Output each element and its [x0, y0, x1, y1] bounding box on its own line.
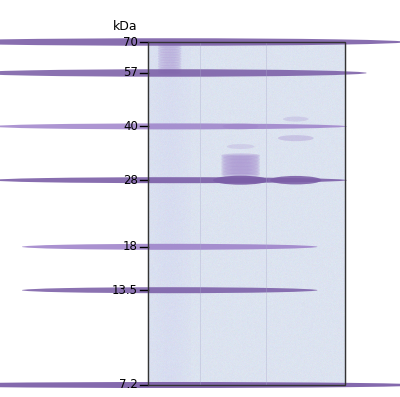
Ellipse shape — [0, 69, 367, 77]
Text: 40: 40 — [123, 120, 138, 133]
Ellipse shape — [221, 156, 260, 160]
Ellipse shape — [221, 164, 260, 169]
Ellipse shape — [158, 71, 182, 75]
Ellipse shape — [278, 135, 314, 141]
Ellipse shape — [283, 117, 308, 121]
Ellipse shape — [221, 158, 260, 162]
Ellipse shape — [221, 169, 260, 173]
Ellipse shape — [221, 159, 260, 163]
Ellipse shape — [158, 62, 182, 65]
Ellipse shape — [158, 64, 182, 66]
Ellipse shape — [221, 163, 260, 167]
Ellipse shape — [158, 45, 182, 48]
Ellipse shape — [158, 44, 182, 47]
Text: 13.5: 13.5 — [112, 284, 138, 297]
Ellipse shape — [0, 38, 400, 46]
Ellipse shape — [158, 65, 182, 68]
Ellipse shape — [158, 67, 182, 69]
Ellipse shape — [221, 172, 260, 175]
Ellipse shape — [213, 176, 268, 185]
Ellipse shape — [22, 287, 318, 293]
Ellipse shape — [158, 50, 182, 53]
Ellipse shape — [221, 153, 260, 157]
Ellipse shape — [158, 55, 182, 58]
Ellipse shape — [0, 177, 347, 183]
Ellipse shape — [221, 167, 260, 172]
Text: kDa: kDa — [113, 21, 138, 33]
Text: 7.2: 7.2 — [119, 378, 138, 391]
Ellipse shape — [158, 57, 182, 60]
Text: 18: 18 — [123, 240, 138, 253]
Ellipse shape — [221, 170, 260, 174]
Text: 57: 57 — [123, 66, 138, 79]
Text: 70: 70 — [123, 35, 138, 48]
Ellipse shape — [158, 58, 182, 62]
Text: 28: 28 — [123, 173, 138, 187]
Ellipse shape — [158, 42, 182, 45]
Ellipse shape — [158, 54, 182, 56]
Ellipse shape — [158, 70, 182, 73]
Ellipse shape — [221, 160, 260, 164]
Ellipse shape — [158, 60, 182, 63]
Ellipse shape — [221, 173, 260, 177]
Ellipse shape — [270, 176, 321, 185]
Ellipse shape — [221, 162, 260, 166]
Ellipse shape — [0, 382, 400, 388]
FancyBboxPatch shape — [148, 42, 345, 385]
Ellipse shape — [158, 68, 182, 71]
Ellipse shape — [223, 123, 258, 129]
Ellipse shape — [22, 244, 318, 250]
Ellipse shape — [221, 155, 260, 159]
Ellipse shape — [158, 40, 182, 44]
Ellipse shape — [221, 166, 260, 170]
Ellipse shape — [227, 144, 254, 149]
Ellipse shape — [158, 52, 182, 55]
Ellipse shape — [158, 49, 182, 52]
Ellipse shape — [158, 47, 182, 50]
Ellipse shape — [0, 123, 347, 129]
